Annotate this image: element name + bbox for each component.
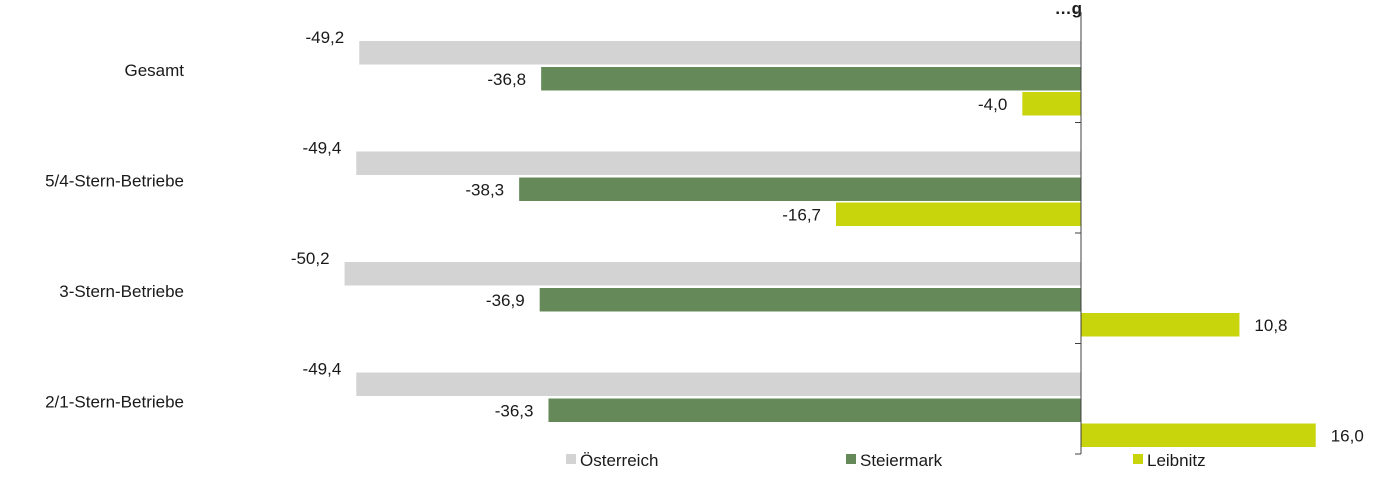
bar-österreich [359,41,1082,65]
chart-title: …g [1055,0,1082,18]
category-label: 2/1-Stern-Betriebe [45,393,184,412]
category-label: Gesamt [124,61,184,80]
legend-label: Österreich [580,451,658,470]
data-label: -49,4 [303,360,342,379]
data-label: -36,8 [487,70,526,89]
bar-leibnitz [1022,92,1081,116]
data-label: 10,8 [1254,316,1287,335]
data-label: -36,9 [486,291,525,310]
legend-label: Steiermark [860,451,943,470]
bar-österreich [356,372,1081,396]
bar-steiermark [548,398,1081,422]
legend-swatch-steiermark [846,454,856,464]
bars-layer: Gesamt -49,2 -36,8 -4,0 5/4-Stern-Betriebe -4… [45,28,1364,447]
bar-steiermark [519,177,1081,201]
data-label: -49,2 [305,28,344,47]
data-label: -50,2 [291,249,330,268]
bar-steiermark [541,67,1081,91]
legend-label: Leibnitz [1147,451,1206,470]
bar-österreich [356,151,1081,175]
data-label: -38,3 [465,181,504,200]
data-label: -49,4 [303,139,342,158]
bar-leibnitz [1081,423,1316,447]
data-label: -36,3 [495,402,534,421]
bar-leibnitz [836,202,1081,226]
legend-swatch-österreich [566,454,576,464]
category-label: 5/4-Stern-Betriebe [45,172,184,191]
axis-layer [1075,11,1082,455]
category-label: 3-Stern-Betriebe [59,282,184,301]
bar-leibnitz [1081,313,1240,337]
bar-österreich [344,262,1081,286]
legend: Österreich Steiermark Leibnitz [566,451,1206,470]
data-label: 16,0 [1331,427,1364,446]
legend-swatch-leibnitz [1133,454,1143,464]
bar-steiermark [539,288,1081,312]
data-label: -4,0 [978,95,1007,114]
data-label: -16,7 [782,206,821,225]
